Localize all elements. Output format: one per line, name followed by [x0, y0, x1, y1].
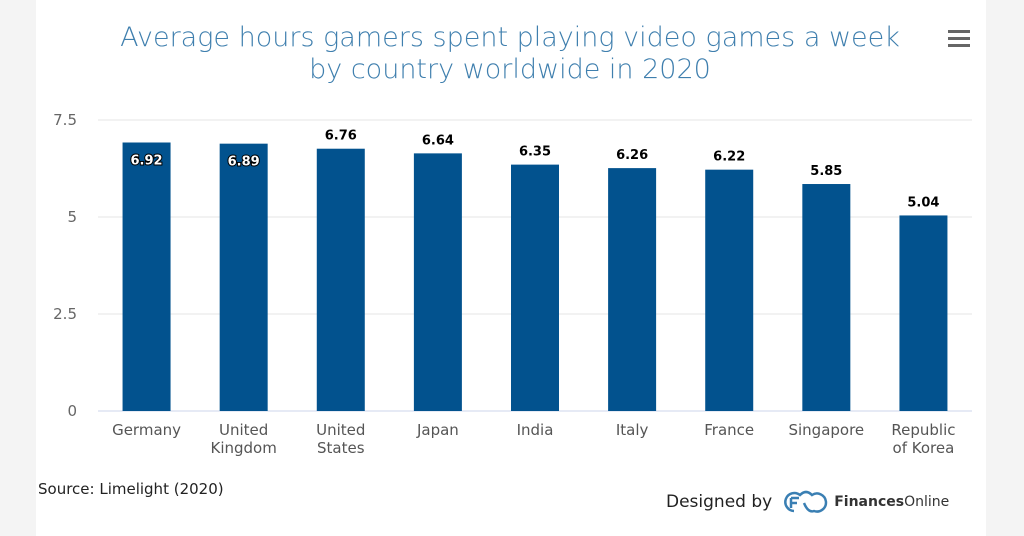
data-label: 6.22	[713, 150, 745, 165]
x-tick-label: Republic	[891, 421, 955, 439]
y-tick-label: 2.5	[53, 305, 77, 323]
x-tick-label: Italy	[616, 421, 649, 439]
bar	[413, 153, 462, 412]
data-label: 6.89	[228, 155, 260, 170]
bar	[122, 142, 171, 411]
data-label: 6.35	[519, 145, 551, 160]
data-label: 6.76	[325, 129, 357, 144]
data-label: 6.26	[616, 148, 648, 163]
y-tick-label: 5	[67, 208, 77, 226]
data-label: 6.92	[131, 154, 163, 169]
chart-title: Average hours gamers spent playing video…	[120, 22, 900, 85]
data-label: 5.85	[810, 164, 842, 179]
x-tick-label: United	[316, 421, 365, 439]
x-tick-label: States	[317, 439, 365, 457]
x-tick-label: United	[219, 421, 268, 439]
bar	[899, 215, 948, 411]
bar	[219, 143, 268, 411]
x-tick-label: France	[704, 421, 754, 439]
x-tick-label: Kingdom	[210, 439, 276, 457]
source-note: Source: Limelight (2020)	[38, 480, 224, 498]
brand-name: FinancesOnline	[834, 494, 950, 510]
bar	[316, 148, 365, 411]
bar	[705, 169, 754, 411]
hamburger-menu-icon[interactable]	[948, 30, 970, 51]
y-tick-label: 7.5	[53, 111, 77, 129]
credit-prefix: Designed by	[666, 492, 773, 512]
bar	[802, 184, 851, 411]
data-label: 5.04	[907, 195, 939, 210]
data-label: 6.64	[422, 133, 454, 148]
x-tick-label: of Korea	[893, 439, 955, 457]
x-tick-label: Japan	[416, 421, 459, 439]
financesonline-logo-icon	[784, 490, 828, 513]
x-tick-label: Singapore	[788, 421, 864, 439]
y-tick-label: 0	[67, 402, 77, 420]
x-tick-label: Germany	[112, 421, 181, 439]
bar	[608, 168, 657, 411]
x-tick-label: India	[517, 421, 554, 439]
bar	[511, 164, 559, 411]
designed-by-credit: Designed by FinancesOnline	[666, 489, 949, 515]
